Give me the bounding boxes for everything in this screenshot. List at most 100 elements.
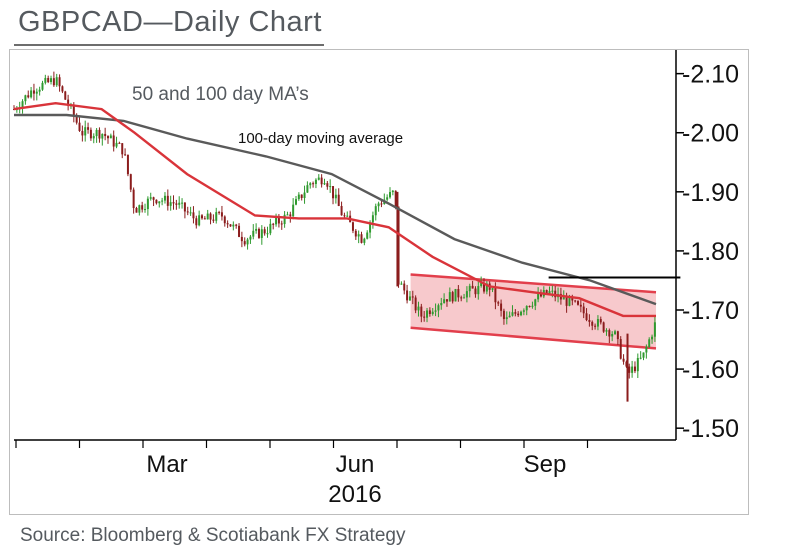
candle-body bbox=[47, 77, 50, 83]
candle-body bbox=[480, 282, 483, 287]
candle-body bbox=[38, 89, 41, 92]
candle-body bbox=[314, 179, 317, 184]
candle-body bbox=[300, 194, 303, 199]
y-tick-label: -1.60 bbox=[682, 356, 739, 384]
candle-body bbox=[491, 288, 494, 290]
candle-body bbox=[243, 241, 246, 245]
candle-body bbox=[426, 310, 429, 318]
candle-body bbox=[579, 304, 582, 307]
moving-averages-group bbox=[13, 101, 657, 318]
candle-body bbox=[89, 129, 92, 139]
candle-body bbox=[178, 202, 181, 205]
candle-body bbox=[58, 77, 61, 87]
candle-body bbox=[152, 197, 155, 200]
candle-body bbox=[537, 293, 540, 300]
candle-body bbox=[121, 143, 124, 155]
candle-body bbox=[126, 154, 129, 175]
candle-body bbox=[366, 232, 369, 239]
candle-body bbox=[223, 216, 226, 224]
candle-body bbox=[286, 214, 289, 216]
candle-body bbox=[206, 213, 209, 220]
candle-body bbox=[434, 310, 437, 312]
candle-body bbox=[525, 305, 528, 311]
candle-body bbox=[115, 142, 118, 147]
candle-body bbox=[642, 352, 645, 358]
candle-body bbox=[72, 105, 75, 117]
candle-body bbox=[81, 130, 84, 136]
candle-body bbox=[255, 228, 258, 231]
candle-body bbox=[269, 223, 272, 234]
source-note: Source: Bloomberg & Scotiabank FX Strate… bbox=[20, 525, 406, 546]
candle-body bbox=[497, 302, 500, 304]
candle-body bbox=[263, 229, 266, 234]
candle-body bbox=[306, 185, 309, 193]
y-tick-label: -1.90 bbox=[682, 179, 739, 207]
candle-body bbox=[332, 186, 335, 199]
candle-body bbox=[198, 215, 201, 226]
candle-body bbox=[272, 223, 275, 225]
candle-body bbox=[172, 202, 175, 204]
axes-group bbox=[14, 50, 677, 441]
candle-body bbox=[106, 136, 109, 139]
candle-body bbox=[508, 315, 511, 318]
candle-body bbox=[109, 135, 112, 139]
candle-body bbox=[215, 212, 218, 221]
candle-body bbox=[420, 306, 423, 317]
candle-body bbox=[87, 127, 90, 130]
candle-body bbox=[155, 199, 158, 204]
candle-body bbox=[249, 236, 252, 240]
candle-body bbox=[568, 296, 571, 306]
candle-body bbox=[482, 282, 485, 292]
candle-body bbox=[55, 77, 58, 86]
candle-body bbox=[138, 205, 141, 213]
candle-body bbox=[95, 129, 98, 137]
candle-body bbox=[294, 199, 297, 205]
channel-fill bbox=[410, 274, 656, 349]
candle-body bbox=[631, 366, 634, 373]
candle-body bbox=[596, 319, 599, 327]
candle-body bbox=[406, 290, 409, 301]
candle-body bbox=[280, 223, 283, 225]
candle-body bbox=[186, 211, 189, 213]
candle-body bbox=[317, 177, 320, 180]
candle-body bbox=[645, 346, 648, 353]
candle-body bbox=[52, 78, 55, 86]
candle-body bbox=[277, 217, 280, 224]
candle-body bbox=[175, 203, 178, 205]
candle-body bbox=[514, 312, 517, 314]
candle-body bbox=[232, 224, 235, 227]
candle-body bbox=[371, 215, 374, 223]
candle-body bbox=[551, 290, 554, 292]
annotation-100-day: 100-day moving average bbox=[238, 130, 404, 147]
candle-body bbox=[320, 177, 323, 185]
candle-body bbox=[633, 366, 636, 372]
candle-body bbox=[98, 129, 101, 139]
candle-body bbox=[132, 189, 135, 209]
candle-body bbox=[351, 222, 354, 231]
candle-body bbox=[545, 290, 548, 294]
candle-body bbox=[346, 215, 349, 217]
candle-body bbox=[24, 95, 27, 102]
candle-body bbox=[594, 325, 597, 327]
candle-body bbox=[238, 225, 241, 237]
candle-body bbox=[309, 183, 312, 186]
candle-body bbox=[388, 192, 391, 198]
candle-body bbox=[283, 214, 286, 225]
candle-body bbox=[303, 192, 306, 199]
candle-body bbox=[457, 289, 460, 298]
candle-body bbox=[209, 213, 212, 220]
candle-body bbox=[639, 357, 642, 359]
candle-body bbox=[562, 297, 565, 300]
candle-body bbox=[289, 214, 292, 217]
candle-body bbox=[394, 190, 397, 207]
candle-body bbox=[104, 133, 107, 137]
candle-body bbox=[468, 285, 471, 292]
candle-body bbox=[92, 136, 95, 139]
candle-body bbox=[585, 313, 588, 321]
candle-body bbox=[619, 339, 622, 359]
candle-body bbox=[465, 291, 468, 298]
candle-body bbox=[112, 135, 115, 147]
y-tick-label: -1.50 bbox=[682, 415, 739, 443]
y-ticks-group: -2.10 -2.00 -1.90 -1.80 -1.70 -1.60 -1.50 bbox=[676, 61, 739, 443]
candle-body bbox=[292, 204, 295, 217]
